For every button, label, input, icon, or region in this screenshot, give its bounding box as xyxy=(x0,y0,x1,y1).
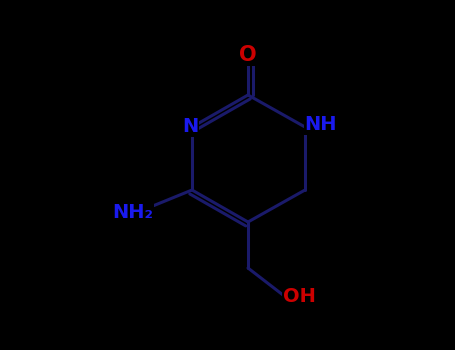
Text: OH: OH xyxy=(283,287,315,307)
Text: NH₂: NH₂ xyxy=(112,203,153,222)
Text: O: O xyxy=(239,45,257,65)
Text: NH: NH xyxy=(305,116,337,134)
Text: N: N xyxy=(182,118,198,136)
